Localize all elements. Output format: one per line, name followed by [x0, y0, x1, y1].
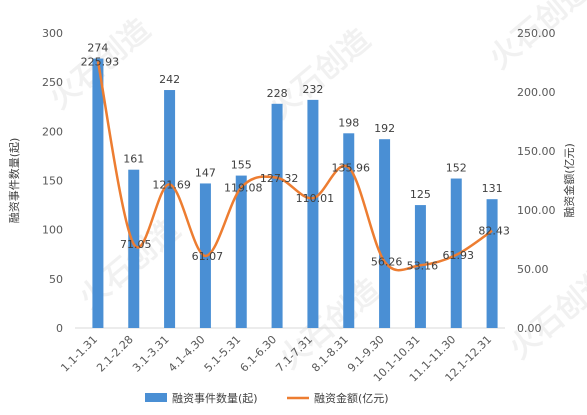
y-left-tick-label: 200	[42, 125, 63, 138]
bar	[164, 90, 176, 329]
line-data-label: 82.43	[478, 225, 510, 238]
bar	[128, 169, 140, 328]
y-left-tick-label: 100	[42, 224, 63, 237]
line-data-label: 71.05	[120, 238, 152, 251]
y-left-tick-label: 250	[42, 76, 63, 89]
line-data-label: 56.26	[371, 256, 403, 269]
bar-data-label: 192	[374, 122, 395, 135]
bar-data-label: 152	[446, 162, 467, 175]
bar-data-label: 131	[482, 182, 503, 195]
line-series	[96, 61, 493, 272]
bar-series	[92, 58, 498, 329]
bar-data-label: 147	[195, 166, 216, 179]
bar	[486, 199, 498, 328]
y-right-tick-label: 150.00	[517, 145, 556, 158]
legend-label-line: 融资金额(亿元)	[314, 391, 389, 405]
line-data-label: 121.69	[152, 178, 191, 191]
bar	[450, 178, 462, 328]
line-data-label: 61.93	[443, 249, 475, 262]
legend-label-bar: 融资事件数量(起)	[172, 392, 258, 405]
x-tick-label: 5.1-5.31	[202, 333, 244, 375]
bar-data-label: 155	[231, 159, 252, 172]
bar-data-label: 125	[410, 188, 431, 201]
bar	[343, 133, 355, 328]
x-tick-label: 6.1-6.30	[238, 333, 280, 375]
bar	[307, 99, 319, 328]
watermark-text: 火石创造	[503, 262, 587, 366]
line-data-label: 127.32	[260, 172, 299, 185]
y-right-tick-label: 250.00	[517, 27, 556, 40]
bar-data-label: 274	[87, 42, 108, 55]
line-data-label: 135.96	[332, 162, 371, 175]
y-left-axis-title: 融资事件数量(起)	[8, 138, 21, 224]
y-right-tick-label: 200.00	[517, 86, 556, 99]
line-data-label: 61.07	[192, 250, 224, 263]
line-data-label: 53.16	[407, 259, 439, 272]
x-tick-label: 1.1-1.31	[58, 333, 100, 375]
bar-data-label: 232	[302, 83, 323, 96]
y-right-axis-title: 融资金额(亿元)	[562, 143, 576, 218]
legend: 融资事件数量(起) 融资金额(亿元)	[145, 391, 389, 405]
y-left-tick-label: 0	[56, 322, 63, 335]
line-data-label: 225.93	[81, 55, 120, 68]
line-path	[96, 61, 493, 272]
bar	[271, 103, 283, 328]
line-data-label: 110.01	[296, 192, 335, 205]
bar	[92, 58, 104, 329]
x-tick-label: 2.1-2.28	[94, 333, 136, 375]
line-data-label: 119.08	[224, 181, 263, 194]
x-tick-label: 3.1-3.31	[130, 333, 172, 375]
bar	[235, 175, 247, 328]
y-right-tick-label: 50.00	[517, 263, 549, 276]
bar-data-label: 242	[159, 73, 180, 86]
bar-data-label: 228	[267, 87, 288, 100]
y-left-tick-label: 300	[42, 27, 63, 40]
bar-data-label: 198	[338, 116, 359, 129]
y-right-tick-label: 0.00	[517, 322, 542, 335]
y-left-tick-label: 150	[42, 175, 63, 188]
bar-data-label: 161	[123, 153, 144, 166]
x-tick-label: 4.1-4.30	[166, 333, 208, 375]
bar	[414, 205, 426, 328]
y-right-tick-label: 100.00	[517, 204, 556, 217]
bar	[379, 139, 391, 328]
legend-swatch-bar	[145, 393, 167, 402]
data-label-layer: 274 161 242 147 155 228 232 198 192 125 152 131 225.…	[81, 42, 510, 273]
y-left-tick-label: 50	[49, 273, 63, 286]
